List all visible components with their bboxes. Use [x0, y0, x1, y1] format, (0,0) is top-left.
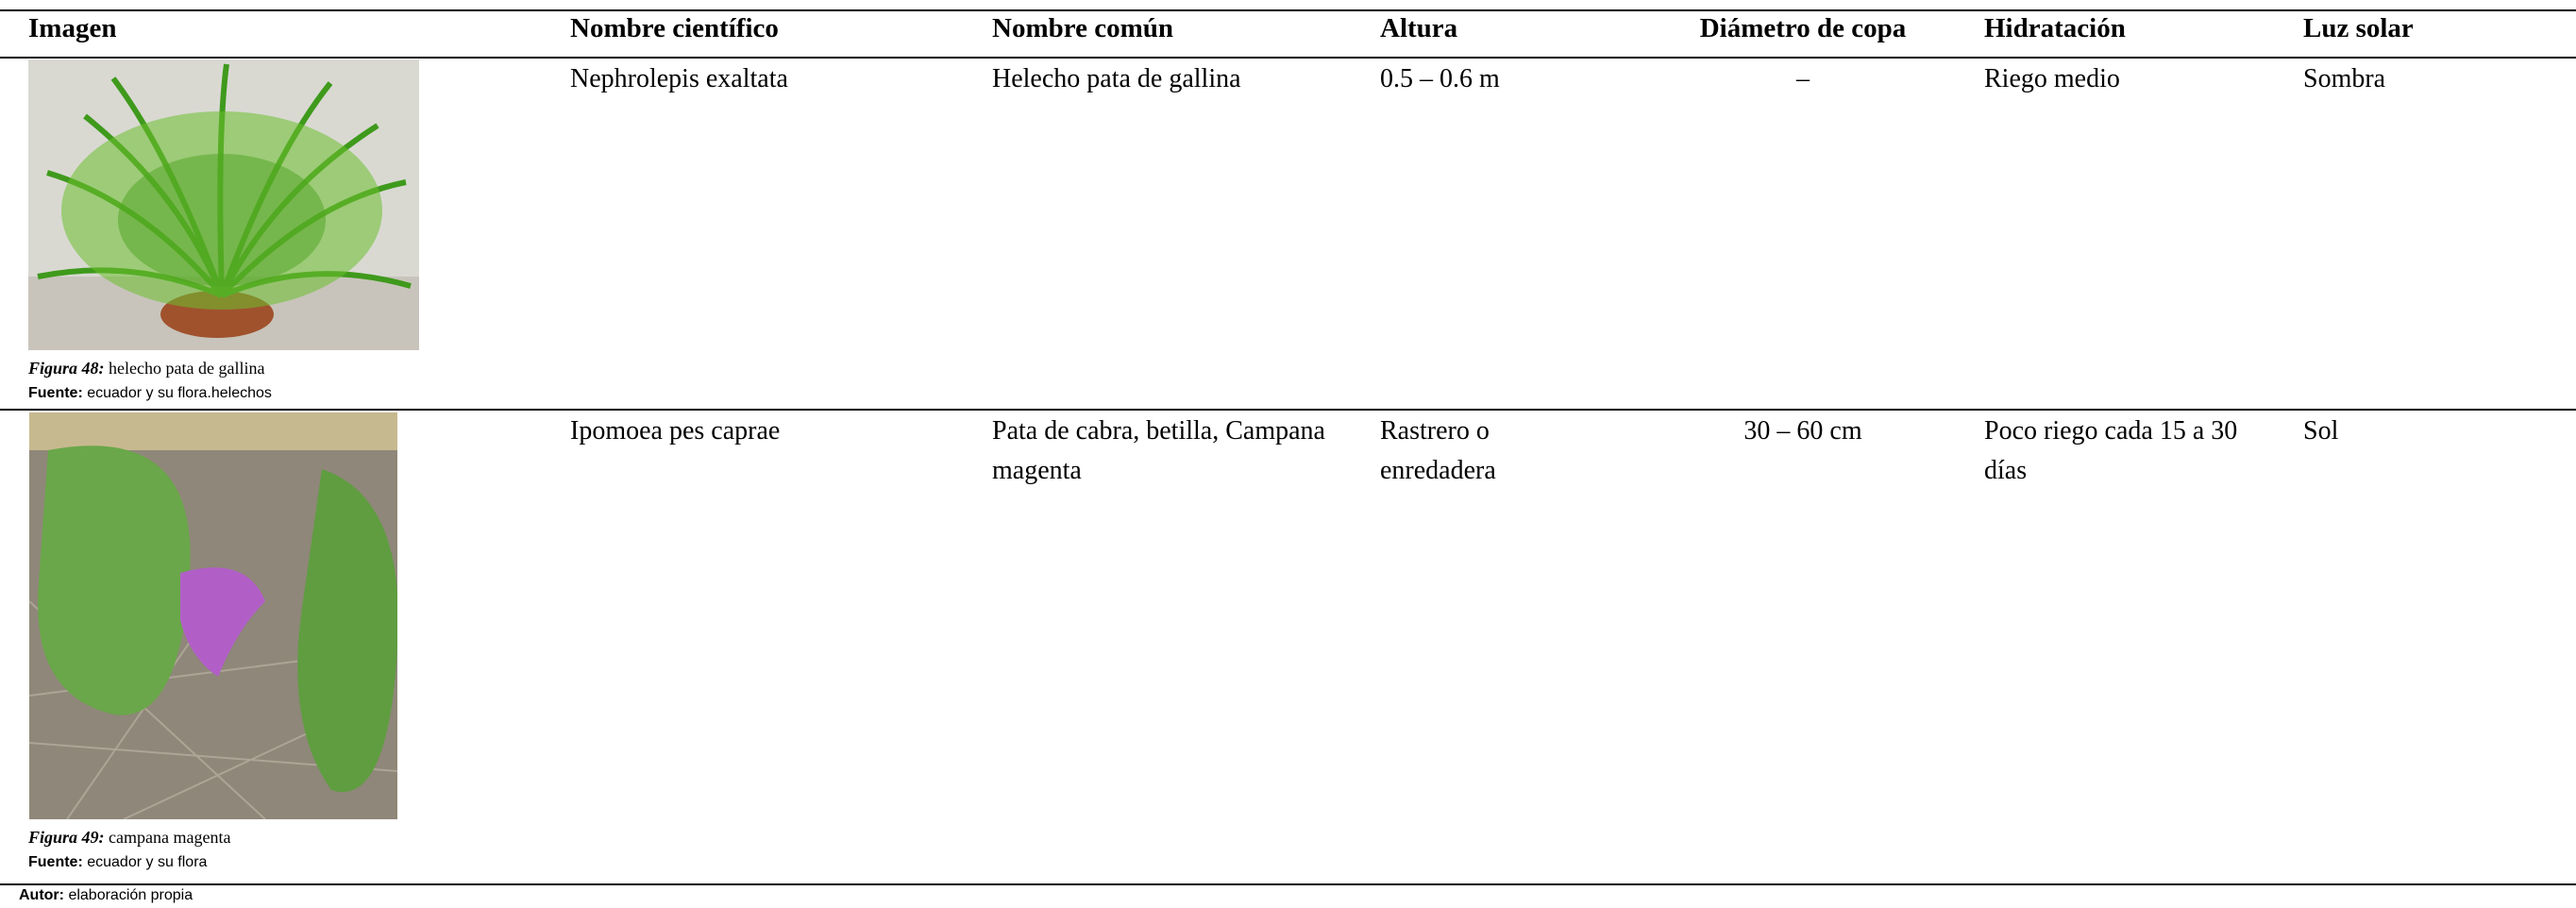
source-label: Fuente: — [28, 385, 83, 401]
footer-label: Autor: — [19, 887, 64, 903]
column-header: Hidratación — [1984, 13, 2126, 43]
source-label: Fuente: — [28, 854, 83, 870]
rule — [0, 9, 2576, 11]
figure-source: Fuente: ecuador y su flora — [28, 854, 207, 871]
cell: Ipomoea pes caprae — [570, 416, 781, 446]
fern-image — [28, 59, 419, 350]
figure-label: Figura 48: — [28, 359, 105, 378]
rule — [0, 409, 2576, 411]
cell: – — [1796, 64, 1810, 93]
footer: Autor: elaboración propia — [19, 887, 193, 904]
cell: 30 – 60 cm — [1743, 416, 1862, 446]
column-header: Nombre común — [992, 13, 1173, 43]
source-text: ecuador y su flora.helechos — [87, 385, 272, 401]
figure-source: Fuente: ecuador y su flora.helechos — [28, 385, 272, 402]
cell: 0.5 – 0.6 m — [1380, 64, 1500, 93]
cell: Riego medio — [1984, 64, 2120, 93]
column-header: Altura — [1380, 13, 1458, 43]
rule — [0, 883, 2576, 885]
footer-text: elaboración propia — [68, 887, 194, 903]
cell: Rastrero o enredadera — [1380, 416, 1496, 485]
source-text: ecuador y su flora — [87, 854, 208, 870]
cell: Sol — [2303, 416, 2339, 446]
figure-label: Figura 49: — [28, 828, 105, 847]
figure-caption: Figura 49: campana magenta — [28, 828, 230, 848]
column-header: Luz solar — [2303, 13, 2414, 43]
cell: Pata de cabra, betilla, Campana magenta — [992, 416, 1325, 485]
column-header: Nombre científico — [570, 13, 779, 43]
cell: Helecho pata de gallina — [992, 64, 1241, 93]
cell: Poco riego cada 15 a 30 días — [1984, 416, 2238, 485]
figure-text: campana magenta — [109, 828, 231, 847]
rule — [0, 57, 2576, 59]
cell: Sombra — [2303, 64, 2386, 93]
column-header: Diámetro de copa — [1699, 13, 1907, 43]
column-header: Imagen — [28, 13, 117, 43]
figure-text: helecho pata de gallina — [109, 359, 265, 378]
figure-caption: Figura 48: helecho pata de gallina — [28, 359, 264, 378]
cell: Nephrolepis exaltata — [570, 64, 788, 93]
ipomoea-image — [29, 412, 397, 819]
